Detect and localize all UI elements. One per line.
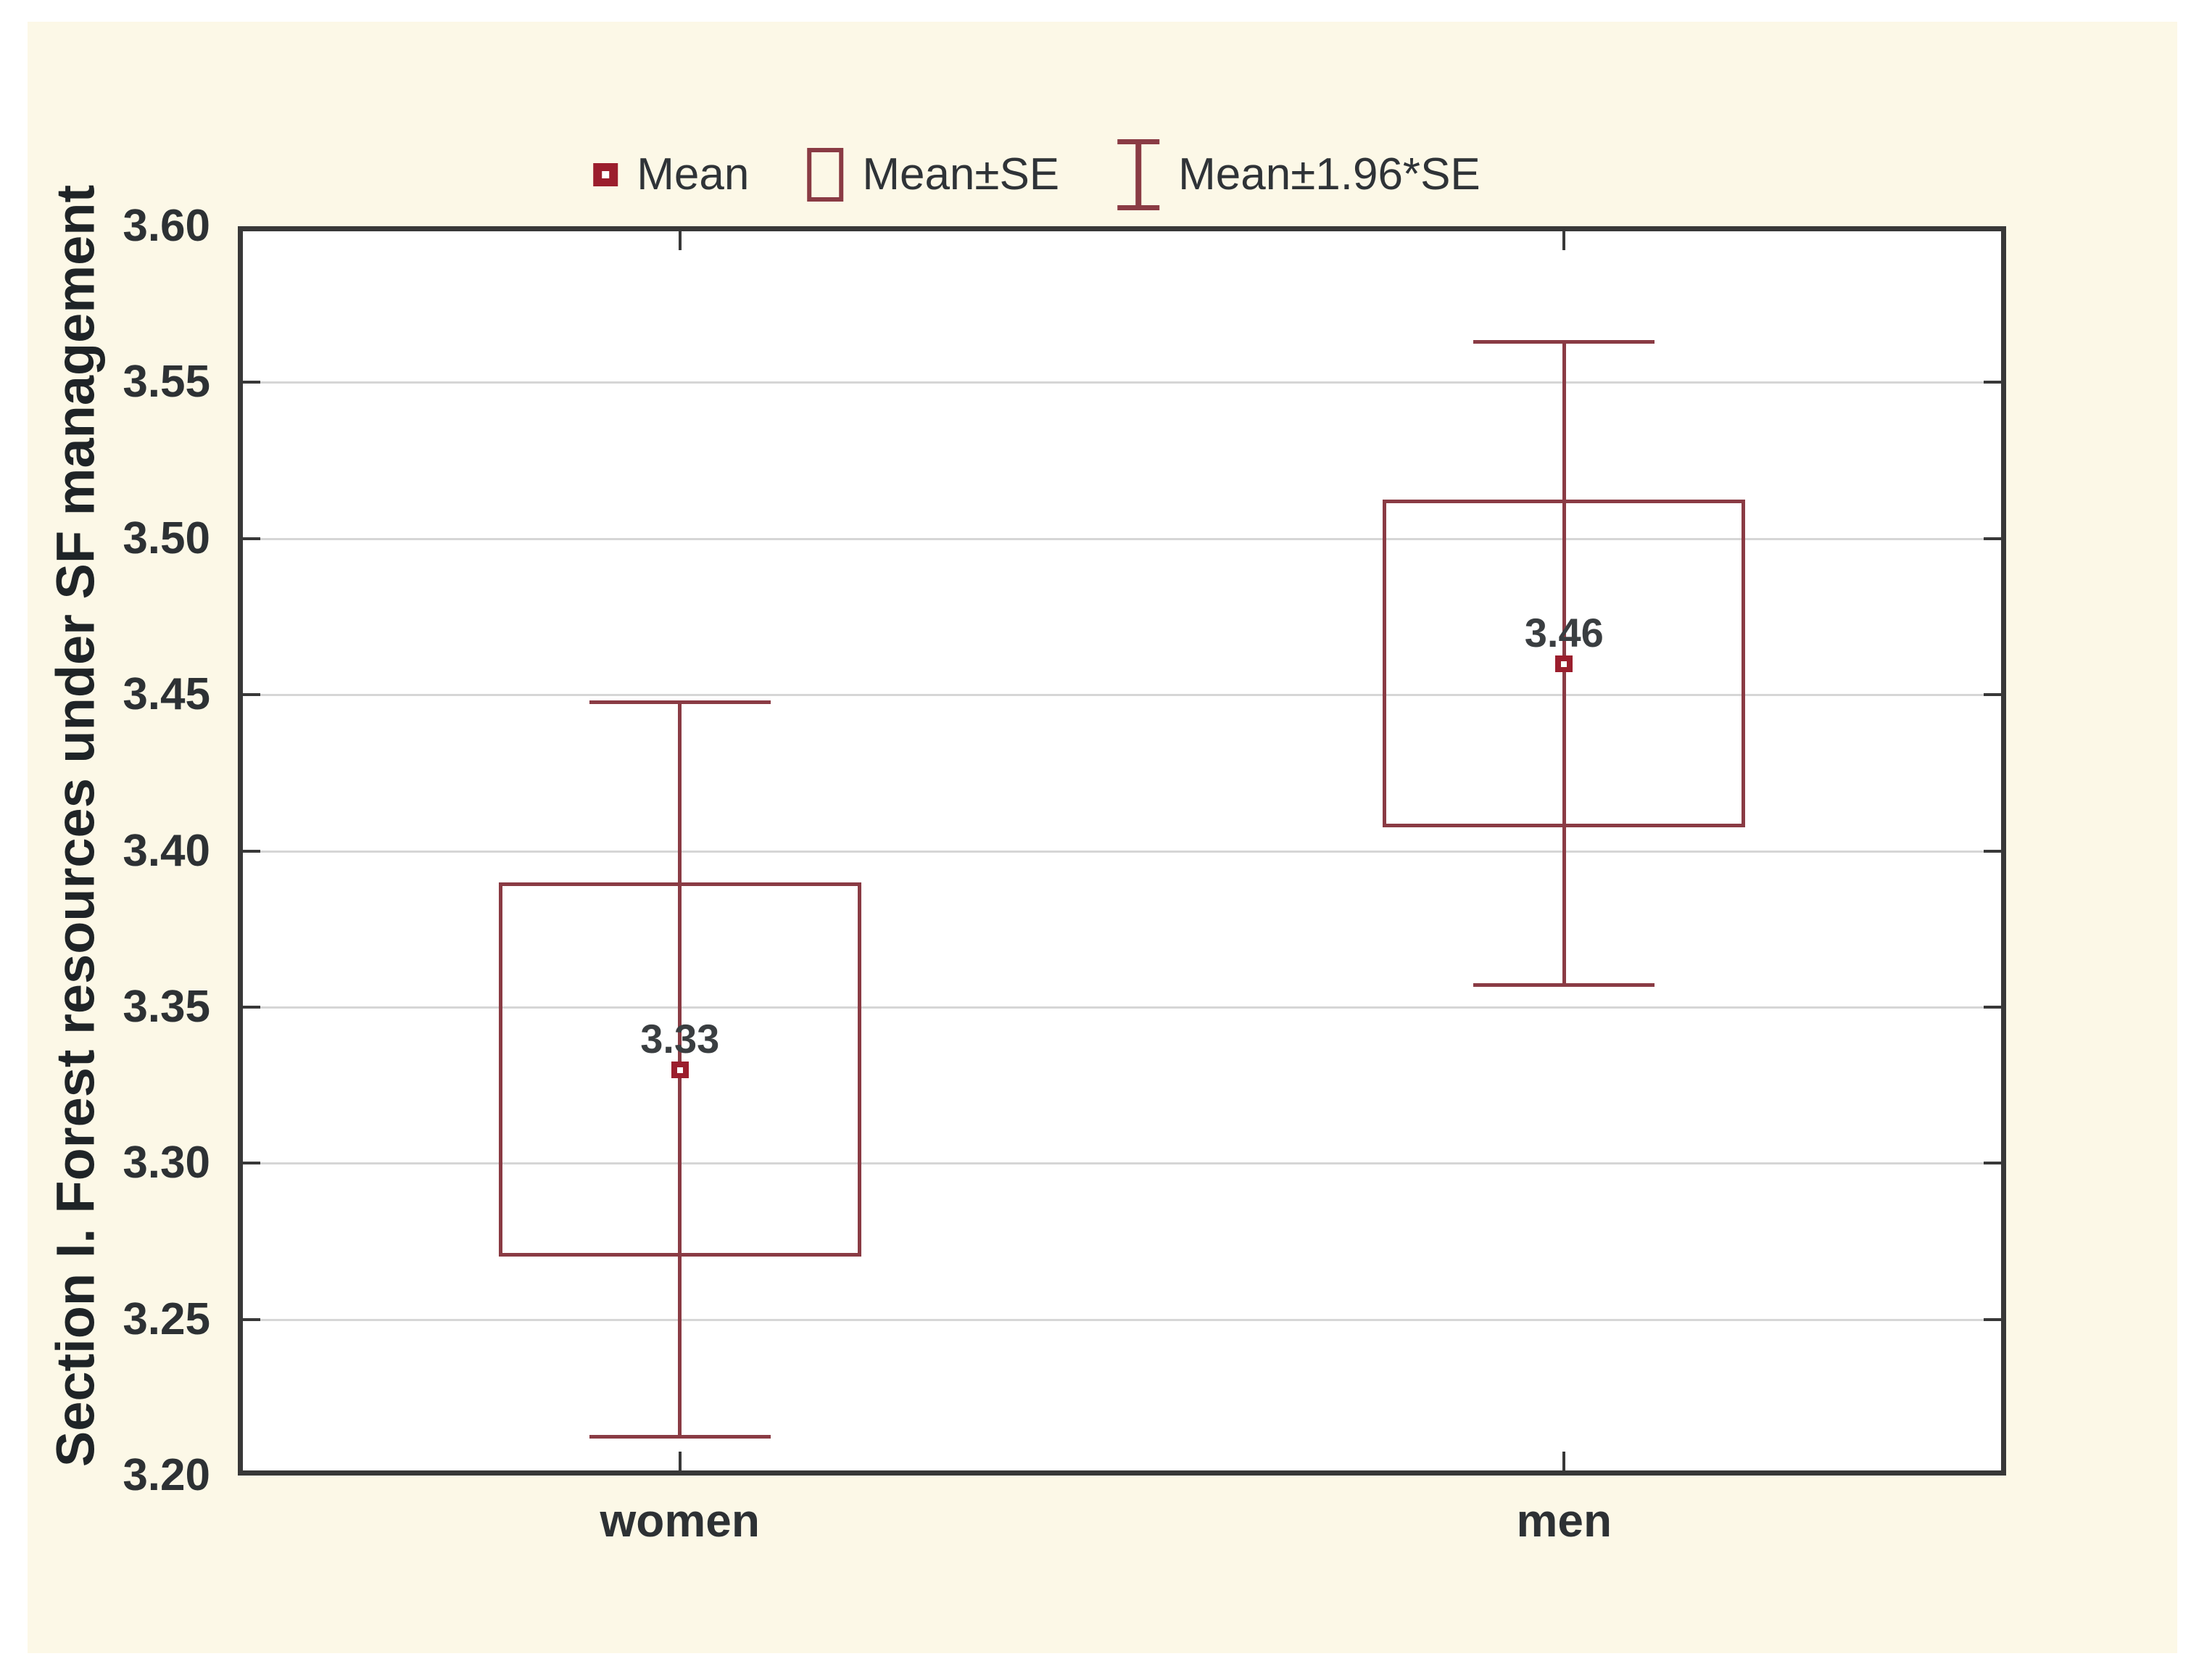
whisker-top-cap-glyph: [1117, 139, 1160, 144]
gridline-y-3.25: [243, 1318, 2001, 1321]
legend-item-mean-se: Mean±SE: [807, 148, 1059, 202]
x-tickmark-bottom-women: [678, 1452, 682, 1470]
y-tickmark-right: [1984, 1005, 2001, 1009]
mean-value-label-women: 3.33: [640, 1016, 720, 1062]
mean-marker-women: [671, 1062, 689, 1079]
y-tickmark-right: [1984, 693, 2001, 697]
mean-marker-men: [1555, 655, 1573, 673]
legend: Mean Mean±SE Mean±1.96*SE: [593, 139, 1481, 210]
y-tick-label-3.60: 3.60: [123, 201, 210, 251]
y-tickmark-left: [243, 849, 260, 853]
se-box-men: [1383, 499, 1746, 828]
mean-se-box-icon: [807, 148, 844, 202]
y-tickmark-right: [1984, 381, 2001, 384]
y-tickmark-left: [243, 1162, 260, 1165]
whisker-bottom-cap-glyph: [1117, 205, 1160, 210]
y-tick-label-3.45: 3.45: [123, 669, 210, 720]
y-tickmark-left: [243, 693, 260, 697]
y-tick-label-3.35: 3.35: [123, 981, 210, 1032]
y-tickmark-left: [243, 1005, 260, 1009]
y-tickmark-left: [243, 381, 260, 384]
legend-item-mean: Mean: [593, 152, 749, 197]
whisker-bottom-cap-men: [1473, 982, 1655, 987]
y-tick-label-3.25: 3.25: [123, 1294, 210, 1344]
whisker-line-glyph: [1135, 139, 1142, 210]
mean-196se-whisker-icon: [1117, 139, 1160, 210]
y-tickmark-right: [1984, 537, 2001, 540]
gridline-y-3.55: [243, 381, 2001, 384]
y-tickmark-left: [243, 537, 260, 540]
y-tickmark-left: [243, 1317, 260, 1321]
gridline-y-3.45: [243, 694, 2001, 697]
mean-marker-icon: [593, 163, 618, 186]
x-tickmark-bottom-men: [1562, 1452, 1566, 1470]
whisker-top-cap-men: [1473, 340, 1655, 344]
se-box-women: [498, 882, 861, 1257]
x-tickmark-top-men: [1562, 231, 1566, 250]
y-tick-label-3.30: 3.30: [123, 1138, 210, 1188]
x-tickmark-top-women: [678, 231, 682, 250]
y-tickmark-right: [1984, 849, 2001, 853]
gridline-y-3.30: [243, 1162, 2001, 1165]
y-tickmark-right: [1984, 1317, 2001, 1321]
gridline-y-3.50: [243, 537, 2001, 540]
mean-value-label-men: 3.46: [1524, 610, 1604, 656]
y-tick-label-3.20: 3.20: [123, 1450, 210, 1500]
gridline-y-3.40: [243, 850, 2001, 853]
gridline-y-3.35: [243, 1006, 2001, 1009]
y-tick-label-3.55: 3.55: [123, 357, 210, 407]
legend-item-mean-196se: Mean±1.96*SE: [1117, 139, 1481, 210]
x-category-label-men: men: [1516, 1494, 1612, 1547]
legend-label-mean-196se: Mean±1.96*SE: [1178, 149, 1481, 199]
y-tick-label-3.40: 3.40: [123, 825, 210, 876]
whisker-bottom-cap-women: [589, 1435, 771, 1439]
legend-label-mean-se: Mean±SE: [862, 149, 1060, 199]
y-tick-label-3.50: 3.50: [123, 513, 210, 563]
x-category-label-women: women: [600, 1494, 760, 1547]
whisker-top-cap-women: [589, 700, 771, 704]
y-tickmark-right: [1984, 1162, 2001, 1165]
legend-label-mean: Mean: [637, 149, 750, 199]
